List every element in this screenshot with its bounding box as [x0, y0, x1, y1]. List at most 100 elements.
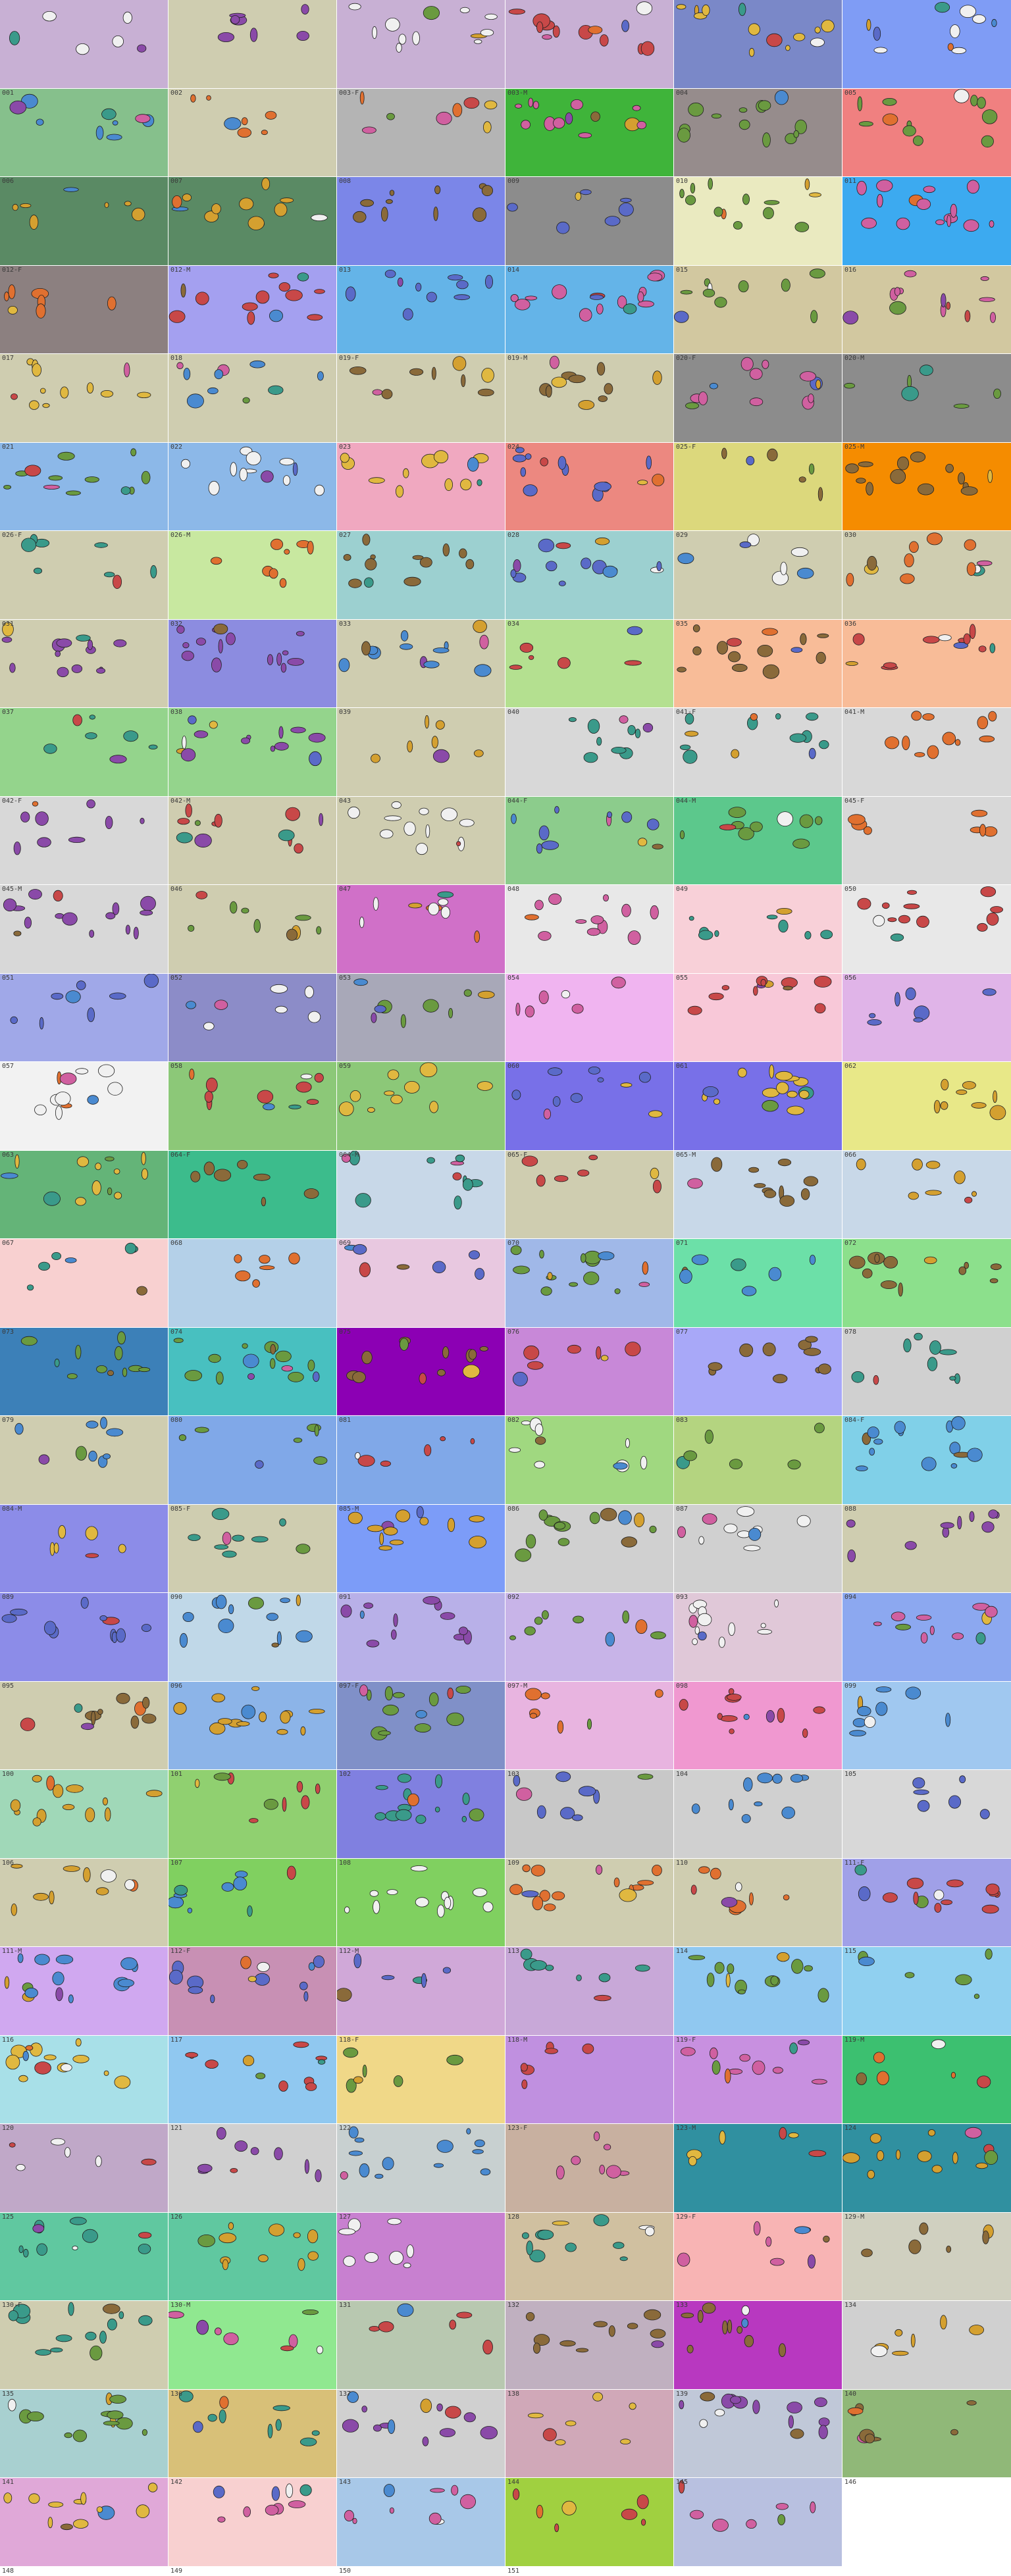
sprite-part	[452, 1172, 462, 1180]
tile-label: 041-F	[676, 709, 696, 716]
sprite-tile: 131	[337, 2301, 505, 2389]
sprite-part	[883, 662, 897, 669]
tile-label: 043	[339, 797, 351, 805]
sprite-parts	[679, 713, 829, 764]
sprite-tile	[674, 0, 842, 88]
sprite-part	[692, 624, 700, 632]
sprite-part	[783, 986, 793, 991]
sprite-part	[619, 1888, 637, 1902]
sprite-part	[4, 1976, 10, 1989]
sprite-part	[719, 2130, 726, 2145]
sprite-part	[800, 1188, 810, 1200]
sprite-part	[753, 986, 758, 996]
sprite-part	[681, 2312, 694, 2319]
sprite-part	[229, 901, 238, 914]
sprite-part	[642, 1261, 649, 1275]
sprite-part	[317, 2059, 326, 2065]
sprite-tile: 012-F	[0, 266, 168, 353]
sprite-part	[969, 2325, 985, 2335]
sprite-part	[858, 1956, 875, 1966]
tile-label: 125	[2, 2213, 14, 2221]
sprite-part	[208, 480, 220, 495]
sprite-part	[575, 191, 582, 201]
sprite-part	[621, 903, 631, 917]
sprite-part	[679, 1269, 692, 1284]
sprite-part	[375, 1812, 386, 1821]
sprite-parts	[681, 2302, 787, 2358]
tile-label: 033	[339, 620, 351, 628]
sprite-part	[559, 1807, 575, 1819]
sprite-part	[195, 291, 209, 305]
sprite-part	[892, 2350, 909, 2356]
sprite-part	[982, 2231, 989, 2244]
sprite-part	[894, 1421, 906, 1434]
sprite-part	[861, 2248, 873, 2258]
sprite-part	[637, 480, 648, 486]
sprite-tile: 020-F	[674, 354, 842, 442]
sprite-part	[941, 1899, 953, 1906]
tile-label: 130-F	[2, 2302, 22, 2309]
sprite-part	[46, 1775, 55, 1791]
sprite-part	[849, 1730, 867, 1736]
sprite-parts	[539, 355, 662, 410]
sprite-part	[361, 641, 371, 656]
sprite-part	[64, 2432, 72, 2438]
tile-label: 049	[676, 886, 688, 893]
sprite-tile: 084-F	[842, 1416, 1011, 1504]
sprite-part	[95, 126, 104, 140]
sprite-part	[96, 668, 106, 674]
sprite-tile: 069	[337, 1239, 505, 1327]
sprite-part	[261, 1197, 267, 1207]
sprite-part	[768, 1267, 782, 1281]
sprite-part	[214, 813, 222, 828]
sprite-part	[749, 397, 764, 407]
sprite-part	[433, 2163, 444, 2168]
sprite-part	[21, 538, 37, 552]
sprite-tile: 083	[674, 1416, 842, 1504]
sprite-part	[26, 1284, 34, 1291]
sprite-part	[556, 1771, 571, 1782]
sprite-part	[578, 132, 592, 139]
sprite-part	[68, 836, 86, 844]
sprite-part	[810, 38, 825, 47]
sprite-part	[742, 193, 750, 205]
sprite-parts	[857, 886, 1004, 942]
sprite-tile: 038	[168, 708, 336, 796]
sprite-part	[72, 2054, 90, 2063]
sprite-part	[235, 1270, 251, 1282]
sprite-parts	[842, 270, 996, 324]
sprite-parts	[348, 3, 498, 53]
sprite-part	[426, 291, 437, 303]
sprite-part	[51, 1251, 61, 1260]
sprite-part	[278, 829, 295, 842]
sprite-tile: 137	[337, 2390, 505, 2477]
sprite-part	[534, 899, 544, 911]
sprite-part	[436, 111, 452, 125]
sprite-part	[456, 280, 469, 290]
tile-label: 119-F	[676, 2036, 696, 2044]
sprite-part	[250, 2147, 259, 2156]
sprite-part	[311, 214, 328, 222]
sprite-part	[627, 930, 641, 945]
tile-label: 129-M	[844, 2213, 865, 2221]
sprite-part	[403, 576, 421, 587]
sprite-part	[823, 2235, 830, 2243]
sprite-part	[386, 113, 395, 120]
sprite-part	[440, 1436, 446, 1442]
sprite-parts	[857, 89, 998, 148]
sprite-part	[218, 639, 223, 654]
sprite-part	[400, 630, 409, 642]
sprite-tile: 118-M	[506, 2036, 673, 2123]
sprite-part	[864, 1716, 876, 1728]
sprite-part	[270, 984, 288, 994]
tile-label: 059	[339, 1063, 351, 1070]
tile-label: 106	[2, 1859, 14, 1867]
sprite-part	[288, 1372, 304, 1382]
tile-label: 129-F	[676, 2213, 696, 2221]
tile-label: 144	[507, 2479, 520, 2486]
sprite-part	[468, 1250, 480, 1260]
sprite-parts	[178, 1423, 328, 1469]
tile-label: 061	[676, 1063, 688, 1070]
tile-label: 093	[676, 1594, 688, 1601]
sprite-part	[348, 3, 361, 11]
